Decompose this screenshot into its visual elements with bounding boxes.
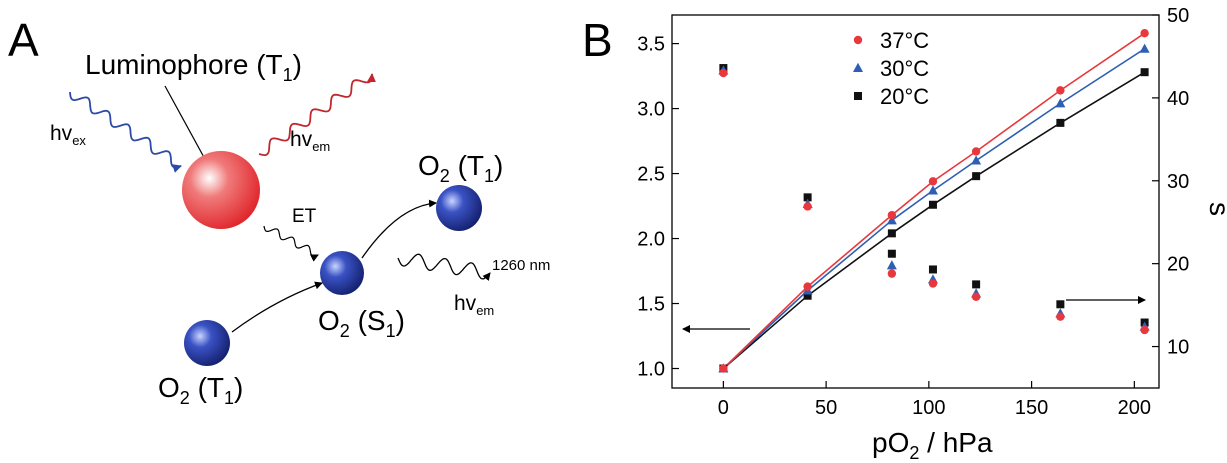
excitation-arrow <box>231 281 323 333</box>
hv-ex-label: hvex <box>50 122 86 148</box>
legend-label: 37°C <box>880 28 929 53</box>
y-left-tick-label: 2.5 <box>637 164 665 186</box>
emission-wave <box>258 73 376 157</box>
y-right-tick-label: 30 <box>1167 171 1189 193</box>
legend-marker <box>853 35 863 45</box>
y-left-tick-label: 3.5 <box>637 34 665 56</box>
phosphorescence-wave <box>397 253 491 281</box>
o2-s1-label: O2 (S1) <box>318 305 405 341</box>
y-right-tick-label: 40 <box>1167 88 1189 110</box>
ratio-point <box>1056 118 1065 127</box>
ratio-point <box>1139 43 1150 53</box>
ratio-point <box>886 215 897 225</box>
ratio-point <box>928 200 937 209</box>
fit-line <box>722 71 1146 370</box>
hv-em-label-bottom: hvem <box>454 292 494 318</box>
ratio-point <box>1140 68 1149 77</box>
ratio-point <box>803 291 812 300</box>
ratio-point <box>971 147 981 156</box>
x-tick-label: 100 <box>912 397 945 419</box>
stern-volmer-point <box>971 292 981 302</box>
hv-em-label-top: hvem <box>290 128 330 154</box>
oxygen-triplet-sphere-bottom <box>184 320 230 366</box>
ratio-point <box>972 172 981 181</box>
legend-marker <box>853 62 863 72</box>
data-markers <box>718 28 1150 373</box>
legend-label: 20°C <box>880 84 929 109</box>
y-left-tick-label: 1.0 <box>637 359 665 381</box>
y-right-axis-title: s <box>1204 202 1227 216</box>
ratio-point <box>1056 86 1065 95</box>
y-left-axis-ticks: 1.0 1.5 2.0 2.5 3.0 3.5 <box>637 34 679 381</box>
panel-b-label: B <box>582 14 613 66</box>
stern-volmer-point <box>928 265 937 274</box>
oxygen-singlet-sphere <box>320 251 364 295</box>
ratio-point <box>927 185 938 195</box>
x-axis-title: pO2 / hPa <box>872 427 993 463</box>
stern-volmer-point <box>719 68 728 78</box>
stern-volmer-point <box>1140 325 1149 335</box>
x-axis-ticks: 0 50 100 150 200 <box>718 381 1151 419</box>
ratio-point <box>928 177 938 186</box>
y-right-tick-label: 10 <box>1167 337 1189 359</box>
et-label: ET <box>292 206 317 227</box>
x-tick-label: 200 <box>1118 397 1151 419</box>
o2-t1-label-bottom: O2 (T1) <box>158 372 243 408</box>
stern-volmer-point <box>1056 312 1065 321</box>
stern-volmer-point <box>1056 300 1065 309</box>
luminophore-label: Luminophore (T1) <box>85 49 302 85</box>
y-left-tick-label: 2.0 <box>637 229 665 251</box>
ratio-point <box>803 282 812 291</box>
stern-volmer-point <box>928 279 938 288</box>
legend: 37°C 30°C 20°C <box>853 28 929 109</box>
excitation-wave <box>69 91 182 173</box>
luminophore-sphere <box>182 151 260 229</box>
y-right-tick-label: 20 <box>1167 254 1189 276</box>
o2-t1-label-top: O2 (T1) <box>418 150 503 186</box>
stern-volmer-point <box>803 202 812 211</box>
stern-volmer-point <box>886 260 897 270</box>
legend-label: 30°C <box>880 56 929 81</box>
stern-volmer-point <box>972 280 981 289</box>
stern-volmer-point <box>803 193 812 202</box>
panel-a-label: A <box>8 14 39 66</box>
y-right-axis-ticks: 10 20 30 40 50 <box>1152 5 1189 359</box>
x-tick-label: 150 <box>1015 397 1048 419</box>
x-tick-label: 50 <box>815 397 837 419</box>
ratio-point <box>887 229 896 238</box>
stern-volmer-point <box>887 269 897 278</box>
ratio-point <box>887 210 897 220</box>
panel-b: B 0 50 100 150 200 1.0 1.5 2.0 2.5 3.0 3.5 10 20 30… <box>582 5 1227 463</box>
y-right-tick-label: 50 <box>1167 5 1189 27</box>
y-left-tick-label: 3.0 <box>637 99 665 121</box>
x-tick-label: 0 <box>718 397 729 419</box>
ratio-point <box>971 155 982 165</box>
singlet-to-triplet-arrow <box>361 199 437 259</box>
wavelength-label: 1260 nm <box>492 257 550 274</box>
oxygen-triplet-sphere-top <box>436 185 482 231</box>
stern-volmer-point <box>887 249 896 258</box>
y-left-tick-label: 1.5 <box>637 294 665 316</box>
energy-transfer-wave <box>263 225 319 262</box>
panel-a: A Luminophore (T1) hvex hvem ET O2 (T1) … <box>8 14 550 408</box>
legend-marker <box>854 92 862 100</box>
ratio-point <box>719 364 728 373</box>
plot-frame <box>671 14 1160 389</box>
ratio-point <box>1140 28 1149 38</box>
ratio-point <box>1055 98 1066 108</box>
